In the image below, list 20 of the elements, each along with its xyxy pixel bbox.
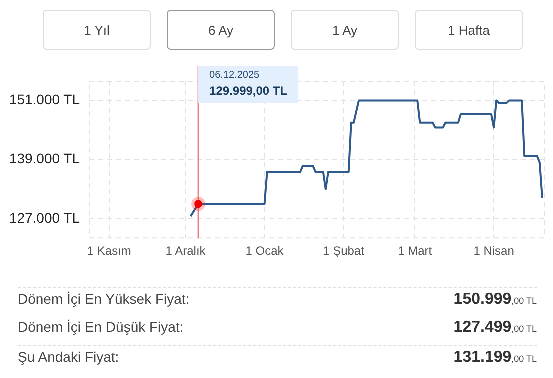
text: 127.499,00 TL (454, 319, 537, 337)
x-tick-label: 1 Şubat (323, 244, 366, 258)
x-tick-label: 1 Nisan (474, 244, 514, 258)
x-tick-label: 1 Ocak (246, 244, 285, 258)
y-tick-label: 139.000 TL (9, 150, 80, 167)
y-tick-label: 127.000 TL (9, 210, 80, 226)
x-tick-label: 1 Mart (398, 244, 433, 258)
x-tick-label: 1 Aralık (166, 244, 207, 258)
text: 131.199,00 TL (454, 349, 537, 367)
text: 1 Yıl (43, 10, 151, 50)
ref-line-label: 06.12.2025 129.999,00 TL (210, 70, 288, 98)
text: Dönem İçi En Yüksek Fiyat: (18, 291, 190, 307)
text: Şu Andaki Fiyat: (18, 349, 120, 365)
text: Dönem İçi En Düşük Fiyat: (18, 319, 184, 335)
x-tick-label: 1 Kasım (87, 244, 132, 258)
text: 150.999,00 TL (454, 291, 537, 309)
text: 1 Ay (291, 10, 399, 50)
text: 6 Ay (167, 10, 275, 50)
text: 1 Hafta (415, 10, 523, 50)
y-tick-label: 151.000 TL (9, 92, 80, 108)
